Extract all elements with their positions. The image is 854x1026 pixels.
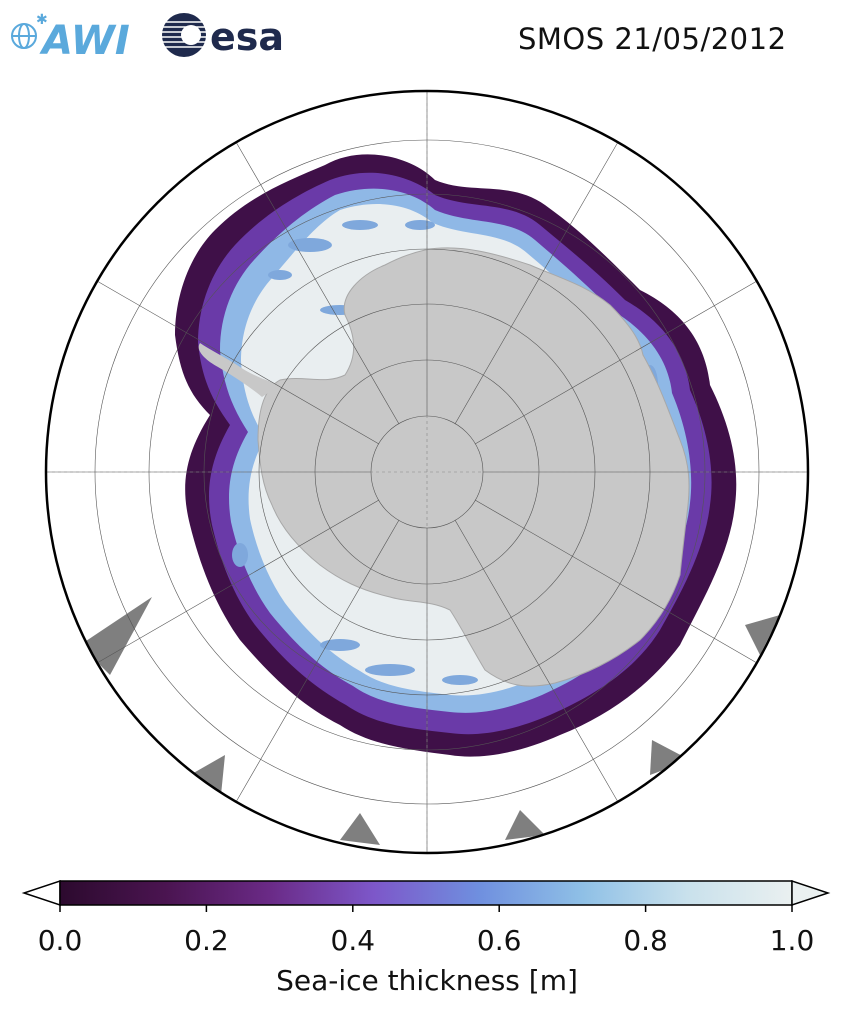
colorbar-extend-min (21, 879, 61, 907)
map-boundary (44, 89, 810, 855)
esa-logo: esa (162, 13, 284, 59)
colorbar-bar (59, 880, 793, 906)
colorbar-label: Sea-ice thickness [m] (276, 964, 578, 997)
colorbar (21, 879, 831, 912)
awi-logo: AWI ✱ (11, 12, 130, 62)
antarctica-land (257, 247, 690, 687)
colorbar-tick-label: 0.4 (330, 924, 376, 957)
colorbar-tick-label: 0.2 (184, 924, 229, 957)
awi-logo-text: AWI (39, 18, 130, 62)
colorbar-extend-max (791, 879, 831, 907)
esa-logo-text: esa (210, 15, 284, 59)
antarctic-peninsula (198, 343, 280, 397)
missing-data (80, 597, 780, 845)
polar-map (44, 89, 810, 855)
ice-patches (232, 220, 658, 685)
colorbar-tick-label: 0.6 (476, 924, 522, 957)
colorbar-tick-label: 1.0 (769, 924, 815, 957)
svg-text:✱: ✱ (36, 12, 48, 28)
colorbar-tick-label: 0.0 (37, 924, 83, 957)
colorbar-tick-label: 0.8 (623, 924, 668, 957)
map-title: SMOS 21/05/2012 (518, 22, 787, 56)
